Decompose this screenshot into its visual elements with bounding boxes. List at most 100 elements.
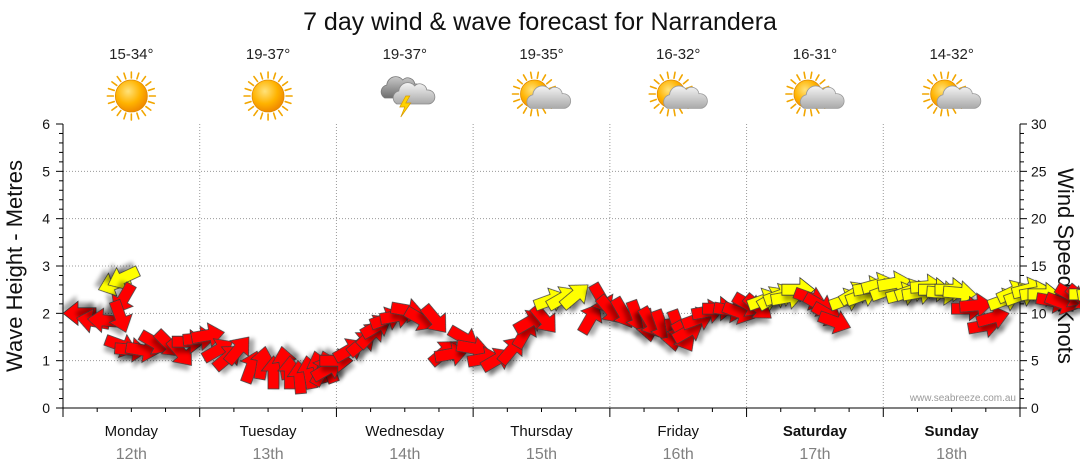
- temperature-range: 14-32°: [929, 46, 973, 63]
- right-tick-label: 30: [1031, 116, 1047, 132]
- sun-ray: [815, 74, 820, 81]
- sun-ray: [516, 103, 524, 109]
- sun-ray: [529, 71, 533, 80]
- sun-ray: [932, 107, 938, 114]
- sun-ray: [678, 74, 684, 81]
- lightning-bolt: [399, 95, 412, 118]
- sun-ray: [653, 103, 660, 109]
- right-axis: 0 5 10 15 20 25 30: [1020, 116, 1047, 416]
- wind-arrow: [222, 336, 250, 367]
- wind-arrow-shape: [1076, 279, 1080, 306]
- sun-ray: [513, 98, 521, 103]
- sun-ray: [136, 72, 140, 80]
- sunny-icon: [243, 71, 293, 121]
- day-date-label: 16th: [663, 446, 694, 463]
- wind-arrows: [62, 265, 1080, 395]
- sun-ray: [244, 100, 252, 105]
- wind-arrow: [1076, 279, 1080, 306]
- sun-ray: [244, 87, 252, 92]
- sun-ray: [272, 72, 277, 80]
- wind-arrow: [558, 284, 589, 311]
- day-date-label: 13th: [253, 446, 284, 463]
- day-name-label: Tuesday: [240, 423, 297, 440]
- sun-ray: [923, 98, 931, 103]
- sun-rays: [106, 71, 157, 121]
- sun-rays: [785, 71, 831, 117]
- sun-ray: [123, 72, 127, 80]
- sun-ray: [673, 108, 676, 117]
- sun-ray: [281, 81, 289, 87]
- sun-ray: [786, 85, 794, 90]
- left-tick-label: 4: [42, 211, 50, 227]
- sun-ray: [666, 108, 670, 117]
- cloud-shape: [392, 82, 436, 105]
- wind-arrow-shape: [222, 336, 250, 367]
- wind-arrow-shape: [529, 302, 556, 333]
- right-tick-label: 15: [1031, 258, 1047, 274]
- left-tick-label: 0: [42, 400, 50, 416]
- sun-ray: [946, 71, 950, 80]
- chart-title: 7 day wind & wave forecast for Narrander…: [303, 8, 777, 36]
- sun-disc: [114, 79, 148, 113]
- sun-ray: [147, 100, 155, 105]
- day-name-label: Wednesday: [365, 423, 444, 440]
- sun-ray: [796, 74, 801, 81]
- sun-ray: [522, 74, 528, 81]
- sun-ray: [529, 108, 533, 117]
- day-date-label: 18th: [936, 446, 967, 463]
- sun-ray: [545, 79, 553, 85]
- sun-ray: [147, 87, 155, 92]
- sun-ray: [141, 109, 147, 117]
- partly-cloudy-icon: [785, 71, 845, 117]
- cloud-shape: [800, 85, 845, 109]
- sun-ray: [107, 100, 116, 105]
- wind-arrow: [108, 298, 133, 333]
- sun-ray: [536, 108, 540, 117]
- left-axis: 0 1 2 3 4 5 6: [42, 116, 63, 416]
- partly-cloudy-icon: [648, 71, 708, 117]
- wind-arrow: [577, 303, 603, 336]
- sun-ray: [277, 75, 283, 83]
- wind-arrow: [817, 310, 852, 335]
- grid: [63, 124, 1020, 408]
- sun-ray: [926, 103, 934, 109]
- sun-ray: [253, 75, 259, 83]
- temperature-range: 15-34°: [109, 46, 153, 63]
- day-name-label: Sunday: [925, 423, 980, 440]
- day-name-label: Monday: [105, 423, 159, 440]
- sun-ray: [940, 108, 943, 117]
- sun-ray: [786, 98, 794, 103]
- sun-ray: [940, 71, 943, 80]
- day-date-label: 12th: [116, 446, 147, 463]
- thunderstorm-icon: [380, 76, 436, 118]
- sun-ray: [809, 71, 813, 80]
- sun-ray: [284, 87, 292, 92]
- wind-arrow: [419, 302, 447, 333]
- right-tick-label: 20: [1031, 211, 1047, 227]
- sun-ray: [659, 74, 665, 81]
- sun-ray: [247, 81, 255, 87]
- sun-ray: [803, 71, 806, 80]
- sun-ray: [956, 79, 963, 85]
- weather-icons: [106, 71, 982, 121]
- sun-ray: [790, 79, 797, 85]
- wind-arrow-shape: [577, 303, 603, 336]
- temperature-range: 19-37°: [383, 46, 427, 63]
- sun-ray: [277, 109, 283, 117]
- sun-ray: [513, 85, 521, 90]
- sun-ray: [673, 71, 676, 80]
- credit-text: www.seabreeze.com.au: [909, 393, 1016, 404]
- cloud-shape: [526, 85, 572, 109]
- sun-ray: [819, 79, 826, 85]
- right-tick-label: 10: [1031, 305, 1047, 321]
- sun-ray: [682, 79, 689, 85]
- sun-ray: [790, 103, 797, 109]
- sun-ray: [272, 112, 277, 120]
- sun-ray: [796, 107, 801, 114]
- sun-ray: [259, 72, 264, 80]
- sun-ray: [259, 112, 264, 120]
- sun-ray: [111, 105, 118, 111]
- right-tick-label: 0: [1031, 400, 1039, 416]
- left-tick-label: 6: [42, 116, 50, 132]
